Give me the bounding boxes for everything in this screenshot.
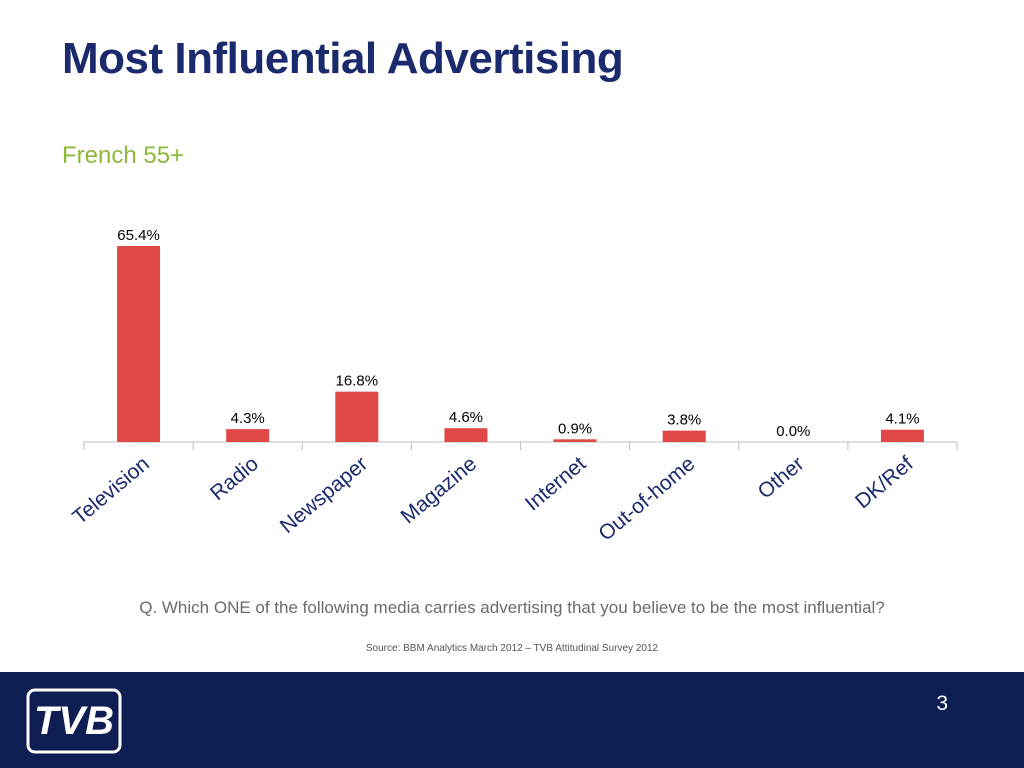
data-label-dk-ref: 4.1% — [885, 411, 919, 428]
data-label-television: 65.4% — [117, 227, 160, 244]
footer-bar: TVB 3 — [0, 672, 1024, 768]
bar-television — [117, 246, 161, 442]
data-label-newspaper: 16.8% — [336, 373, 379, 390]
category-label-magazine: Magazine — [397, 452, 482, 528]
category-label-other: Other — [754, 452, 809, 503]
source-note: Source: BBM Analytics March 2012 – TVB A… — [365, 643, 659, 654]
data-label-magazine: 4.6% — [449, 409, 483, 426]
bar-dk-ref — [880, 429, 924, 442]
bar-out-of-home — [662, 430, 706, 442]
bar-magazine — [444, 428, 488, 442]
data-label-other: 0.0% — [776, 423, 810, 440]
category-label-newspaper: Newspaper — [276, 452, 372, 538]
page-number: 3 — [936, 692, 948, 715]
bar-chart: 65.4% Television 4.3% Radio 16.8% Newspaper 4.… — [68, 227, 958, 546]
bar-internet — [553, 439, 597, 442]
category-label-dk-ref: DK/Ref — [851, 452, 918, 513]
slide-title: Most Influential Advertising — [62, 34, 624, 83]
tvb-logo: TVB — [26, 688, 122, 754]
category-label-radio: Radio — [206, 452, 263, 505]
category-label-internet: Internet — [521, 452, 590, 516]
data-label-internet: 0.9% — [558, 420, 592, 437]
data-label-out-of-home: 3.8% — [667, 412, 701, 429]
logo-text: TVB — [34, 699, 114, 743]
survey-question: Q. Which ONE of the following media carr… — [139, 598, 885, 617]
bar-radio — [226, 429, 270, 442]
data-label-radio: 4.3% — [231, 410, 265, 427]
slide-subtitle: French 55+ — [62, 142, 185, 169]
bar-newspaper — [335, 391, 379, 442]
category-label-television: Television — [68, 452, 153, 529]
category-label-out-of-home: Out-of-home — [594, 452, 699, 545]
